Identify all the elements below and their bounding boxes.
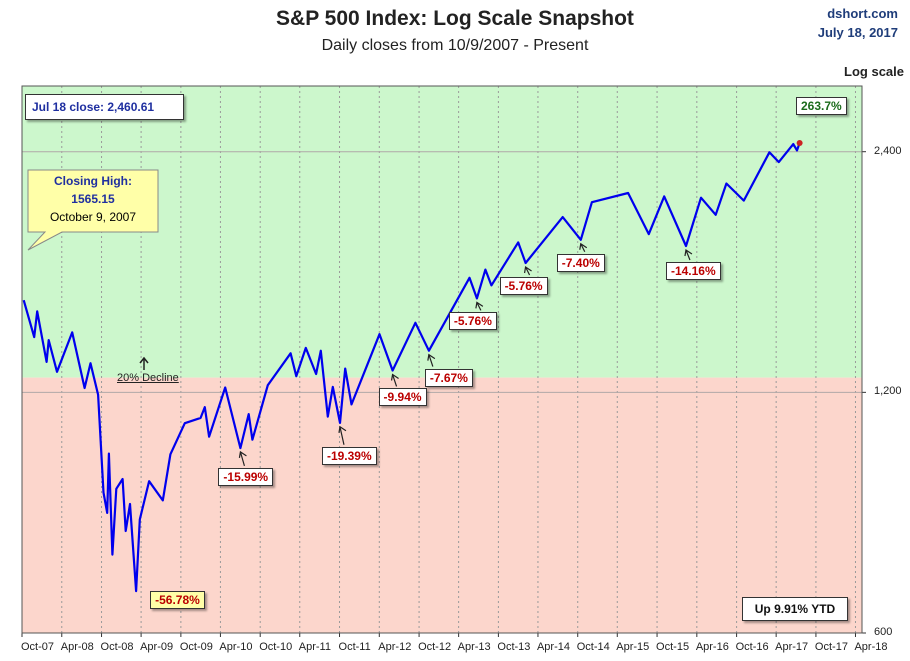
drawdown-arrow xyxy=(338,425,347,445)
x-tick-label: Oct-12 xyxy=(418,641,452,653)
chart-title: S&P 500 Index: Log Scale Snapshot xyxy=(276,7,634,30)
x-tick-label: Apr-18 xyxy=(854,641,888,653)
drawdown-arrow xyxy=(238,450,247,467)
x-tick-label: Apr-17 xyxy=(775,641,809,653)
x-tick-label: Oct-11 xyxy=(338,641,371,653)
callout-bubble xyxy=(27,169,159,251)
drawdown-label: -19.39% xyxy=(321,446,377,465)
drawdown-label: -9.94% xyxy=(378,388,427,407)
lower-zone xyxy=(22,377,862,633)
x-tick-label: Oct-07 xyxy=(21,641,55,653)
source-label: dshort.com xyxy=(827,6,898,21)
drawdown-arrow xyxy=(427,353,436,367)
x-tick-label: Oct-15 xyxy=(656,641,690,653)
x-tick-label: Oct-14 xyxy=(576,641,610,653)
x-tick-label: Apr-12 xyxy=(378,641,412,653)
x-tick-label: Apr-16 xyxy=(695,641,729,653)
scale-label: Log scale xyxy=(844,64,904,79)
drawdown-label: -5.76% xyxy=(448,312,497,331)
drawdown-label: -5.76% xyxy=(499,276,548,295)
drawdown-label: -7.40% xyxy=(556,253,605,272)
x-tick-label: Apr-09 xyxy=(140,641,174,653)
drawdown-arrow xyxy=(684,249,693,261)
drawdown-arrow xyxy=(579,242,588,253)
closing-high-callout: Closing High: 1565.15 October 9, 2007 xyxy=(28,172,158,226)
drawdown-arrow xyxy=(475,301,484,311)
drawdown-arrow xyxy=(390,373,399,387)
x-tick-label: Apr-11 xyxy=(298,641,331,653)
closing-high-title: Closing High: xyxy=(54,174,132,188)
x-tick-label: Apr-15 xyxy=(616,641,650,653)
close-value-box: Jul 18 close: 2,460.61 xyxy=(25,94,184,120)
x-tick-label: Apr-10 xyxy=(219,641,253,653)
decline-arrow xyxy=(139,356,149,370)
drawdown-label: -15.99% xyxy=(218,467,274,486)
drawdown-arrow xyxy=(523,265,532,276)
last-close-point xyxy=(796,140,803,147)
decline-label: 20% Decline xyxy=(117,372,179,384)
plot-border xyxy=(21,85,863,634)
x-tick-label: Oct-16 xyxy=(735,641,769,653)
x-tick-label: Apr-08 xyxy=(60,641,94,653)
x-tick-label: Apr-14 xyxy=(536,641,570,653)
x-tick-label: Apr-13 xyxy=(457,641,491,653)
y-tick-label: 2,400 xyxy=(874,144,902,157)
closing-high-date: October 9, 2007 xyxy=(49,210,137,224)
x-tick-label: Oct-08 xyxy=(100,641,134,653)
drawdown-label: -14.16% xyxy=(665,262,721,281)
x-tick-label: Oct-10 xyxy=(259,641,293,653)
x-tick-label: Oct-13 xyxy=(497,641,531,653)
x-tick-label: Oct-17 xyxy=(814,641,848,653)
drawdown-label: -56.78% xyxy=(150,591,205,610)
y-tick-label: 600 xyxy=(874,626,893,638)
ytd-box: Up 9.91% YTD xyxy=(742,597,848,621)
x-tick-label: Oct-09 xyxy=(179,641,213,653)
drawdown-label: -7.67% xyxy=(424,368,473,387)
chart-subtitle: Daily closes from 10/9/2007 - Present xyxy=(321,37,589,54)
series-line xyxy=(22,142,801,593)
date-label: July 18, 2017 xyxy=(817,25,898,40)
gain-box: 263.7% xyxy=(796,97,847,115)
y-tick-label: 1,200 xyxy=(874,385,902,398)
closing-high-value: 1565.15 xyxy=(71,192,115,206)
